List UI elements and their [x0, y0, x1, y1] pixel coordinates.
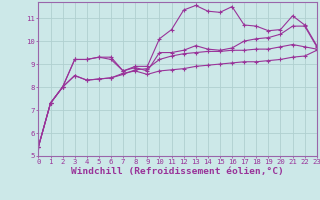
X-axis label: Windchill (Refroidissement éolien,°C): Windchill (Refroidissement éolien,°C)	[71, 167, 284, 176]
